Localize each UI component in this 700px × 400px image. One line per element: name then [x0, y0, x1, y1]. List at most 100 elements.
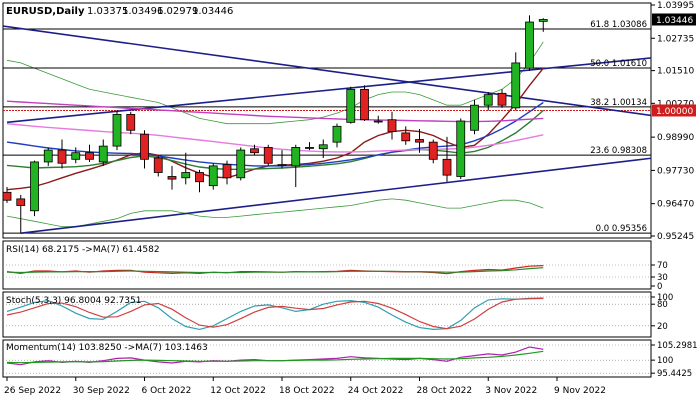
parity-price-label: 1.00000: [656, 107, 693, 117]
candle: [222, 160, 232, 185]
candle: [470, 99, 479, 135]
candle-body: [181, 172, 191, 179]
candle-body: [483, 94, 493, 106]
candle: [167, 165, 177, 190]
candle: [16, 194, 26, 234]
candle-body: [85, 152, 94, 160]
candle: [428, 139, 438, 164]
date-tick-label: 30 Sep 2022: [73, 386, 130, 396]
candle: [140, 130, 149, 169]
candle-body: [360, 88, 369, 121]
candle: [497, 89, 507, 108]
indicator-tick-label: 30: [657, 273, 668, 283]
candle-body: [195, 172, 204, 183]
candle-body: [401, 132, 411, 142]
trendline: [20, 157, 651, 235]
bollinger-lower-band: [6, 198, 544, 228]
candle-body: [538, 19, 548, 22]
trendline: [3, 25, 651, 117]
indicator-tick-label: 70: [657, 261, 668, 271]
candle: [195, 169, 204, 193]
candle-body: [153, 157, 163, 173]
candle: [373, 115, 383, 124]
candle-body: [318, 144, 328, 150]
candle: [71, 147, 81, 164]
candle: [3, 187, 12, 203]
trendline: [6, 57, 651, 124]
candle: [153, 155, 163, 177]
current-price-tag: [652, 13, 696, 26]
candle: [236, 147, 246, 181]
candle-body: [208, 165, 218, 187]
candle-body: [16, 198, 26, 206]
main-plot: [3, 15, 651, 235]
candle: [401, 126, 411, 145]
candle-body: [291, 147, 301, 167]
candle-body: [3, 191, 12, 201]
candle-body: [497, 92, 507, 106]
ohlc-high: 1.03496: [122, 6, 163, 17]
candle: [538, 18, 548, 32]
candle-body: [525, 21, 534, 69]
date-tick-label: 12 Oct 2022: [210, 386, 266, 396]
moving-average-line: [6, 123, 544, 153]
indicator-line: [6, 297, 544, 330]
candle-body: [222, 164, 232, 179]
candle: [318, 139, 328, 158]
momentum-header: Momentum(14) 103.8250 ->MA(7) 103.1463: [6, 343, 208, 353]
indicator-tick-label: 95.4425: [657, 369, 692, 379]
candle-body: [167, 176, 177, 180]
candle-body: [511, 62, 521, 109]
candle-body: [456, 120, 466, 177]
date-tick-label: 18 Oct 2022: [279, 386, 335, 396]
fib-level-label: 50.0 1.01610: [590, 59, 647, 69]
candle-body: [263, 147, 273, 164]
price-tick-label: 1.00270: [657, 99, 694, 109]
candle: [360, 85, 369, 122]
indicator-tick-label: 20: [657, 322, 668, 332]
candle-body: [43, 149, 53, 163]
candle: [30, 160, 39, 217]
moving-average-line: [6, 101, 544, 167]
fib-level-label: 38.2 1.00134: [590, 98, 647, 108]
candle: [525, 15, 534, 71]
ohlc-close: 1.03446: [192, 6, 233, 17]
candle-body: [250, 148, 259, 154]
date-tick-label: 9 Nov 2022: [554, 386, 606, 396]
indicator-tick-label: 105.2981: [657, 341, 698, 351]
candle: [346, 86, 356, 124]
candle-body: [57, 149, 67, 164]
candle: [291, 144, 301, 188]
parity-price-tag: [652, 104, 696, 117]
symbol-label: EURUSD,Daily: [6, 6, 85, 17]
candle: [208, 163, 218, 190]
price-tick-label: 0.96470: [657, 200, 694, 210]
candle: [43, 147, 53, 166]
current-price-label: 1.03446: [656, 16, 693, 26]
candle: [112, 110, 122, 151]
candle: [250, 144, 259, 156]
candle-body: [277, 164, 287, 166]
axes: 61.8 1.03086 50.0 1.01610 38.2 1.00134 23.6…: [4, 1, 698, 396]
candle-body: [305, 147, 314, 149]
rsi-header: RSI(14) 68.2175 ->MA(7) 61.4582: [6, 245, 160, 255]
fib-level-label: 61.8 1.03086: [590, 20, 647, 30]
candle: [85, 144, 94, 162]
moving-average-line: [6, 100, 544, 123]
candle: [483, 91, 493, 111]
price-tick-label: 0.95245: [657, 232, 694, 242]
date-tick-label: 24 Oct 2022: [348, 386, 404, 396]
candle-body: [98, 145, 108, 163]
candle-body: [332, 125, 342, 143]
candle-body: [126, 114, 136, 131]
candle-body: [30, 161, 39, 212]
candle: [277, 150, 287, 169]
indicator-plots: [3, 264, 651, 374]
ohlc-low: 1.02979: [157, 6, 198, 17]
candle: [98, 139, 108, 166]
candle: [442, 136, 452, 182]
indicator-tick-label: 100: [657, 293, 673, 303]
indicator-tick-label: 80: [657, 300, 668, 310]
price-tick-label: 0.98990: [657, 133, 694, 143]
